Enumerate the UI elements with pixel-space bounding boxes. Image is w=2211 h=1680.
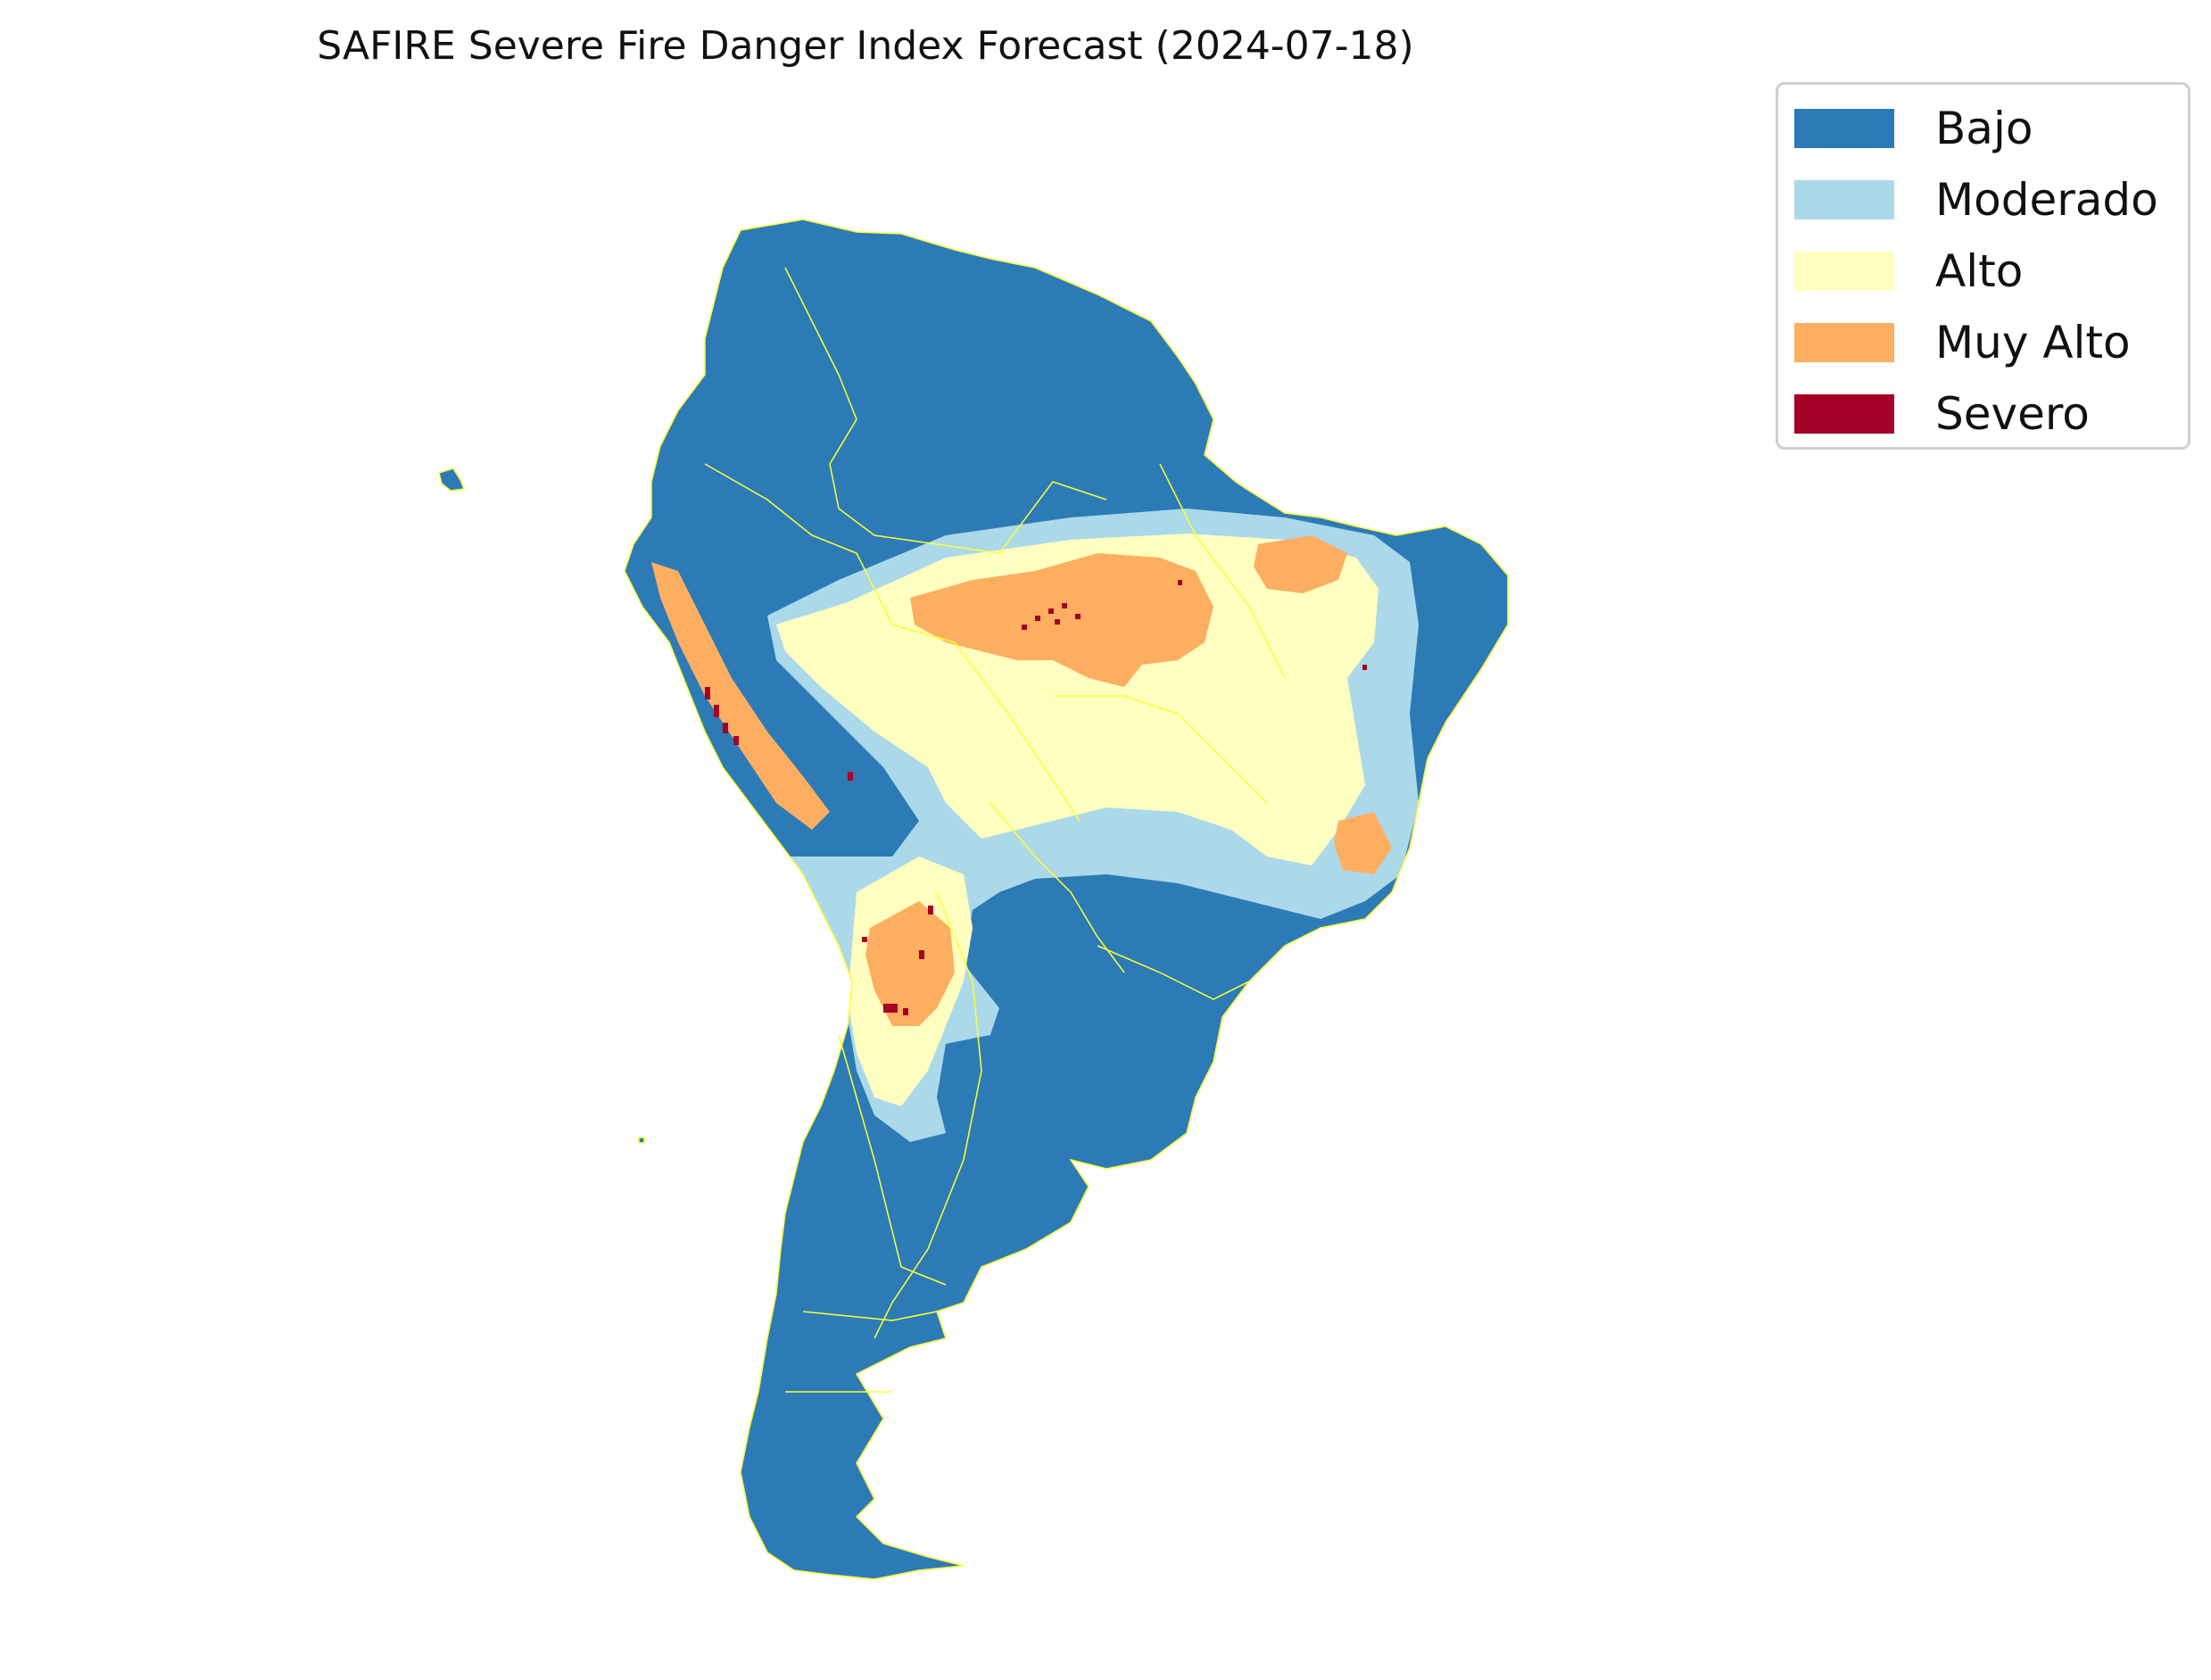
legend-label-muy-alto: Muy Alto: [1935, 317, 2131, 368]
fire-danger-map: [438, 219, 1509, 1580]
legend-label-moderado: Moderado: [1935, 174, 2158, 226]
legend-item-muy-alto: Muy Alto: [1794, 311, 2131, 374]
islands: [438, 468, 645, 1144]
legend-swatch-bajo: [1794, 109, 1894, 148]
legend-item-alto: Alto: [1794, 240, 2023, 302]
severo-spots: [705, 580, 1367, 1015]
legend-label-bajo: Bajo: [1935, 103, 2033, 154]
muy-alto-zone-andes: [865, 901, 955, 1026]
legend-label-severo: Severo: [1935, 388, 2090, 440]
muy-alto-zone-southeast: [1334, 812, 1392, 874]
muy-alto-zone: [910, 553, 1213, 687]
legend-item-moderado: Moderado: [1794, 169, 2158, 231]
legend-label-alto: Alto: [1935, 245, 2024, 297]
legend: Bajo Moderado Alto Muy Alto Severo: [1776, 82, 2190, 450]
legend-item-bajo: Bajo: [1794, 97, 2033, 160]
legend-swatch-muy-alto: [1794, 323, 1894, 362]
legend-item-severo: Severo: [1794, 383, 2090, 445]
map-title: SAFIRE Severe Fire Danger Index Forecast…: [317, 23, 1414, 69]
muy-alto-zone-east: [1254, 535, 1347, 593]
muy-alto-zone-peru: [651, 562, 830, 830]
legend-swatch-alto: [1794, 252, 1894, 291]
country-borders: [624, 219, 1509, 1580]
danger-layers: [651, 509, 1419, 1142]
legend-swatch-severo: [1794, 394, 1894, 434]
continent-base: [625, 219, 1508, 1579]
legend-swatch-moderado: [1794, 180, 1894, 219]
